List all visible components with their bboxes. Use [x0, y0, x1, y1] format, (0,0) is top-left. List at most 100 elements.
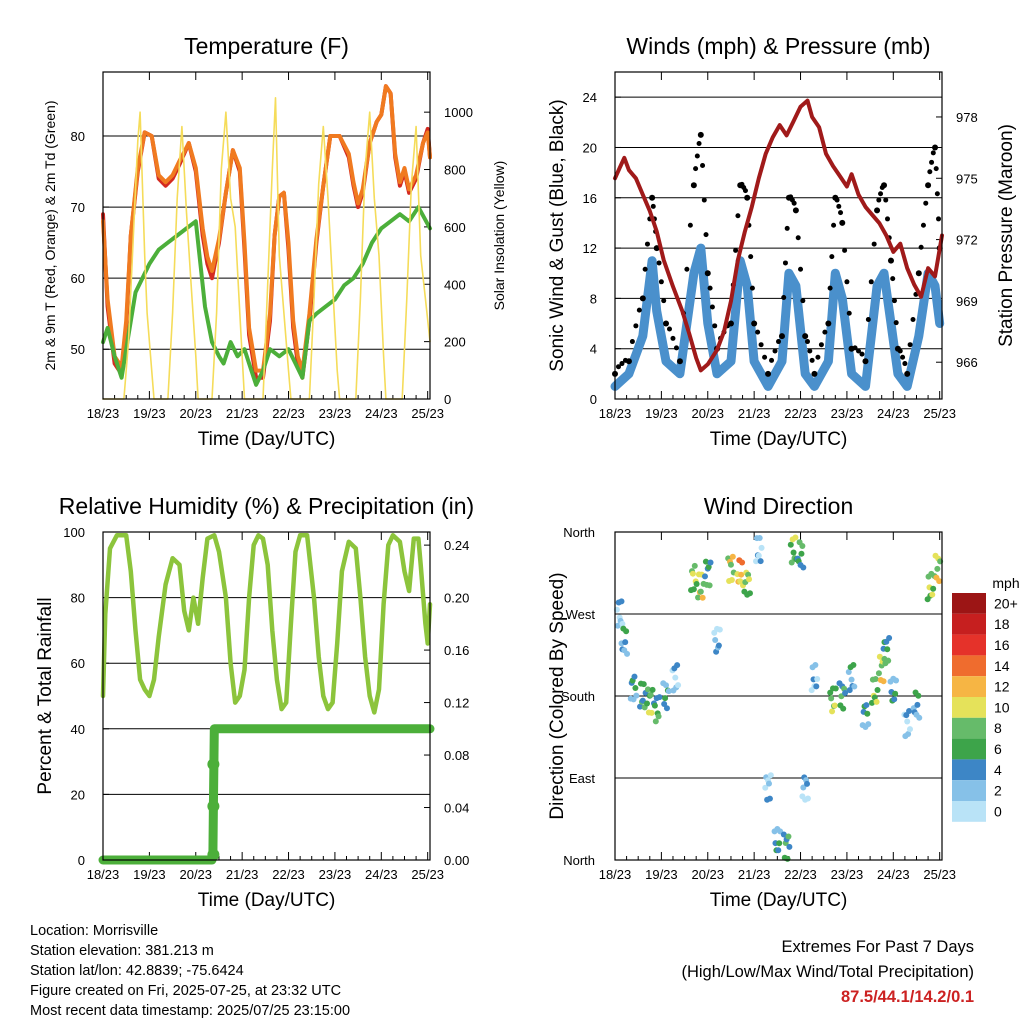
gust-point	[868, 279, 874, 285]
direction-point	[663, 705, 670, 712]
gust-point	[879, 184, 885, 190]
gust-point	[749, 285, 755, 291]
direction-point	[661, 700, 668, 707]
direction-point	[845, 668, 852, 675]
direction-point	[614, 622, 621, 629]
gust-point	[865, 317, 871, 323]
y-tick-label: 60	[71, 656, 85, 671]
direction-point	[618, 598, 625, 605]
gust-point	[755, 329, 761, 335]
direction-point	[875, 670, 882, 677]
gust-point	[827, 285, 833, 291]
direction-title: Wind Direction	[704, 493, 854, 519]
direction-point	[739, 559, 746, 566]
direction-point	[624, 650, 631, 657]
series-line	[101, 84, 432, 373]
y-right-tick-label: 0.00	[444, 853, 469, 868]
gust-point	[932, 144, 939, 151]
y-tick-label: 0	[78, 853, 85, 868]
direction-point	[848, 676, 855, 683]
x-tick-label: 25/23	[411, 406, 444, 421]
humidity-title: Relative Humidity (%) & Precipitation (i…	[59, 493, 474, 519]
temperature-ylabel: 2m & 9m T (Red, Orange) & 2m Td (Green)	[42, 101, 58, 371]
legend-label: 4	[994, 762, 1002, 778]
direction-point	[784, 855, 791, 862]
direction-point	[906, 707, 913, 714]
y-right-tick-label: 1000	[444, 105, 473, 120]
direction-point	[662, 695, 669, 702]
gust-point	[762, 354, 768, 360]
direction-point	[633, 692, 640, 699]
y-right-tick-label: 0.24	[444, 538, 469, 553]
y-right-tick-label: 966	[956, 355, 978, 370]
direction-point	[906, 726, 913, 733]
gust-point	[701, 197, 707, 203]
gust-point	[650, 203, 656, 209]
direction-point	[644, 700, 651, 707]
extremes-box: Extremes For Past 7 Days (High/Low/Max W…	[681, 935, 974, 1010]
gust-point	[918, 244, 924, 250]
gust-point	[811, 370, 818, 377]
y-tick-label: 4	[590, 342, 597, 357]
latlon-label: Station lat/lon: 42.8839; -75.6424	[30, 963, 244, 979]
x-tick-label: 23/23	[319, 867, 352, 882]
legend-swatch	[952, 634, 986, 656]
y-tick-label: 80	[71, 591, 85, 606]
legend-swatch	[952, 759, 986, 781]
y-tick-label: 12	[583, 241, 597, 256]
legend-swatch	[952, 801, 986, 822]
direction-point	[929, 591, 936, 598]
direction-point	[886, 634, 893, 641]
direction-point	[758, 544, 765, 551]
gust-point	[930, 150, 936, 156]
direction-point	[756, 535, 763, 542]
direction-point	[788, 559, 795, 566]
y-right-tick-label: 0.04	[444, 801, 469, 816]
temperature-title: Temperature (F)	[184, 33, 349, 59]
direction-point	[775, 847, 782, 854]
x-tick-label: 21/23	[738, 867, 771, 882]
direction-point	[893, 677, 900, 684]
x-tick-label: 21/23	[738, 406, 771, 421]
gust-point	[807, 348, 813, 354]
gust-point	[673, 345, 679, 351]
gust-point	[834, 197, 840, 203]
x-tick-label: 24/23	[365, 406, 398, 421]
series-line	[613, 98, 944, 373]
speed-legend: mph 20+ 18 16 14 12 10 8 6 4 2 0	[952, 575, 1020, 822]
direction-point	[851, 683, 858, 690]
gust-point	[751, 320, 758, 327]
temperature-xlabel: Time (Day/UTC)	[198, 429, 336, 450]
y-tick-label: 20	[71, 787, 85, 802]
x-tick-label: 20/23	[691, 867, 724, 882]
gust-point	[920, 222, 926, 228]
direction-point	[693, 581, 700, 588]
temperature-ylabel-right: Solar Insolation (Yellow)	[491, 161, 507, 311]
location-label: Location: Morrisville	[30, 923, 159, 939]
gust-point	[629, 339, 635, 345]
direction-point	[785, 833, 792, 840]
gust-point	[658, 279, 664, 285]
direction-point	[891, 696, 898, 703]
direction-point	[672, 674, 679, 681]
direction-point	[766, 795, 773, 802]
series-line	[100, 533, 433, 715]
direction-point	[701, 573, 708, 580]
direction-point	[786, 843, 793, 850]
gust-point	[897, 348, 903, 354]
gust-point	[758, 342, 764, 348]
gust-point	[619, 361, 625, 367]
x-tick-label: 20/23	[691, 406, 724, 421]
gust-point	[904, 370, 911, 377]
y-tick-label: North	[563, 525, 595, 540]
gust-point	[829, 254, 835, 260]
direction-point	[840, 705, 847, 712]
gust-point	[748, 254, 754, 260]
direction-point	[707, 559, 714, 566]
direction-point	[656, 694, 663, 701]
direction-point	[934, 565, 941, 572]
gust-point	[684, 266, 690, 272]
direction-point	[812, 662, 819, 669]
gust-point	[890, 276, 896, 282]
gust-point	[791, 200, 797, 206]
